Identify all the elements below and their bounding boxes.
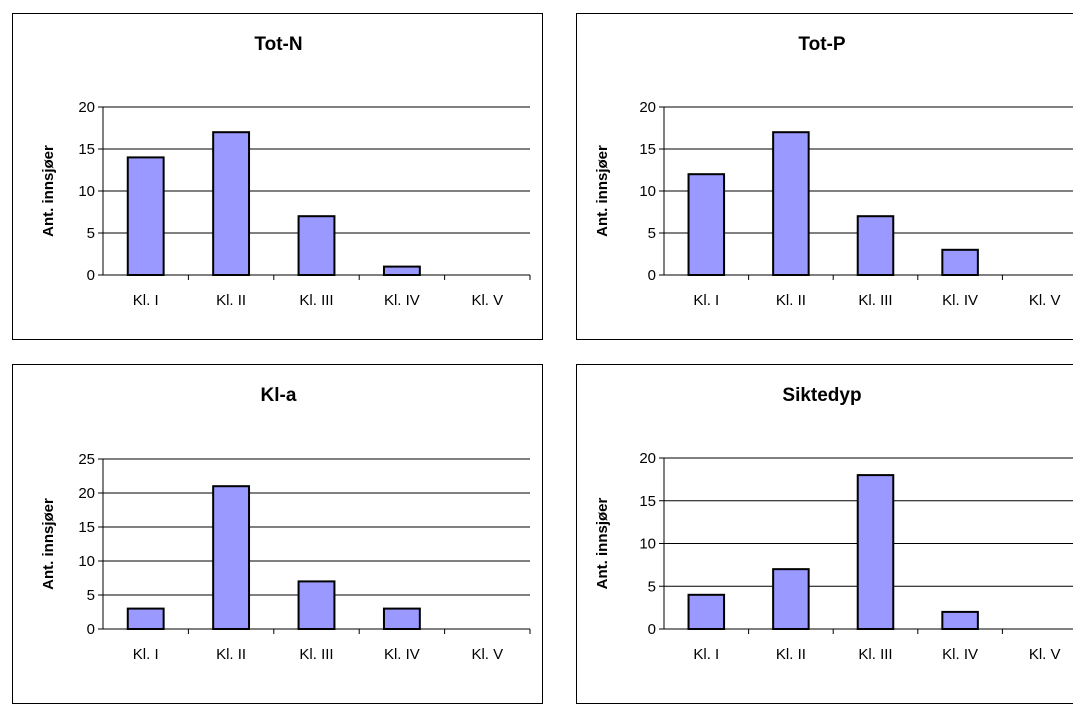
y-tick-label: 20 xyxy=(78,99,95,116)
chart-svg: Tot-N 0 5 10 15 20 Ant. innsjøer Kl. I Kl. II Kl.… xyxy=(40,34,531,309)
bar xyxy=(772,568,810,630)
chart-svg: Tot-P 0 5 10 15 20 Ant. innsjøer Kl. I Kl. II Kl.… xyxy=(594,34,1073,309)
y-tick-label: 5 xyxy=(648,225,656,242)
x-category-label: Kl. V xyxy=(471,646,503,663)
bar xyxy=(212,485,251,630)
x-category-label: Kl. II xyxy=(216,292,246,309)
x-category-label: Kl. I xyxy=(693,646,719,663)
chart-title: Kl-a xyxy=(261,385,297,406)
x-category-label: Kl. II xyxy=(776,646,806,663)
chart-siktedyp: Siktedyp 0 5 10 15 20 Ant. innsjøer Kl. I Kl. II… xyxy=(576,364,1073,704)
y-axis-label: Ant. innsjøer xyxy=(40,145,57,237)
chart-svg: Siktedyp 0 5 10 15 20 Ant. innsjøer Kl. I Kl. II… xyxy=(594,385,1073,663)
x-category-label: Kl. IV xyxy=(942,646,978,663)
x-category-label: Kl. V xyxy=(471,292,503,309)
y-tick-label: 5 xyxy=(87,225,95,242)
x-category-label: Kl. I xyxy=(133,292,159,309)
chart-title: Tot-P xyxy=(798,34,845,55)
y-tick-label: 0 xyxy=(648,621,656,638)
x-category-label: Kl. III xyxy=(858,292,892,309)
y-tick-label: 15 xyxy=(639,141,656,158)
bar xyxy=(297,580,336,630)
y-tick-label: 15 xyxy=(78,141,95,158)
y-tick-label: 15 xyxy=(639,493,656,510)
bar xyxy=(856,474,895,630)
y-tick-label: 10 xyxy=(639,536,656,553)
y-tick-label: 0 xyxy=(87,267,95,284)
bar xyxy=(772,131,810,276)
x-category-label: Kl. III xyxy=(299,292,333,309)
bar xyxy=(126,607,165,631)
y-tick-label: 0 xyxy=(648,267,656,284)
y-tick-label: 5 xyxy=(648,578,656,595)
x-category-label: Kl. III xyxy=(858,646,892,663)
bar xyxy=(126,156,165,276)
chart-title: Siktedyp xyxy=(782,385,861,406)
chart-title: Tot-N xyxy=(254,34,302,55)
bar xyxy=(212,131,251,276)
y-tick-label: 25 xyxy=(78,451,95,468)
x-category-label: Kl. I xyxy=(133,646,159,663)
y-tick-label: 10 xyxy=(78,553,95,570)
x-category-label: Kl. V xyxy=(1029,292,1061,309)
bar xyxy=(297,215,336,276)
y-tick-label: 20 xyxy=(639,450,656,467)
x-category-label: Kl. IV xyxy=(384,292,420,309)
bar xyxy=(687,173,726,276)
bar xyxy=(687,593,726,631)
y-tick-label: 20 xyxy=(639,99,656,116)
x-category-label: Kl. V xyxy=(1029,646,1061,663)
y-tick-label: 0 xyxy=(87,621,95,638)
x-category-label: Kl. IV xyxy=(384,646,420,663)
x-category-label: Kl. I xyxy=(693,292,719,309)
x-category-label: Kl. IV xyxy=(942,292,978,309)
x-category-label: Kl. II xyxy=(216,646,246,663)
chart-tot-n: Tot-N 0 5 10 15 20 Ant. innsjøer Kl. I Kl. II Kl.… xyxy=(12,13,543,340)
y-tick-label: 10 xyxy=(639,183,656,200)
y-tick-label: 10 xyxy=(78,183,95,200)
y-tick-label: 15 xyxy=(78,519,95,536)
bar xyxy=(856,215,895,276)
bar xyxy=(941,248,979,277)
bar xyxy=(941,610,979,630)
x-category-label: Kl. II xyxy=(776,292,806,309)
x-category-label: Kl. III xyxy=(299,646,333,663)
y-axis-label: Ant. innsjøer xyxy=(594,145,611,237)
y-axis-label: Ant. innsjøer xyxy=(594,498,611,590)
chart-svg: Kl-a 0 5 10 15 20 25 Ant. innsjøer Kl. I Kl. II Kl… xyxy=(40,385,531,663)
y-axis-label: Ant. innsjøer xyxy=(40,498,57,590)
y-tick-label: 5 xyxy=(87,587,95,604)
chart-kl-a: Kl-a 0 5 10 15 20 25 Ant. innsjøer Kl. I Kl. II Kl… xyxy=(12,364,543,704)
bar xyxy=(382,607,421,631)
bar xyxy=(382,265,421,277)
y-tick-label: 20 xyxy=(78,485,95,502)
chart-tot-p: Tot-P 0 5 10 15 20 Ant. innsjøer Kl. I Kl. II Kl.… xyxy=(576,13,1073,340)
